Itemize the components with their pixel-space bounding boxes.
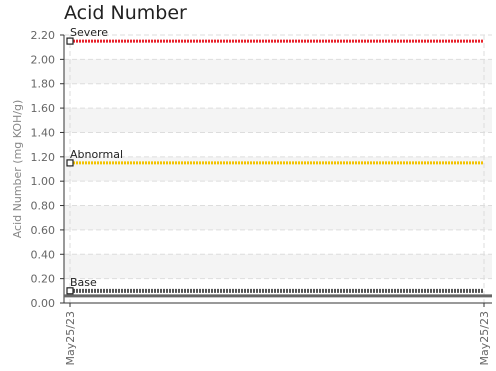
grid-band	[64, 254, 492, 279]
series-marker-base	[66, 287, 74, 295]
y-tick-label: 1.60	[31, 102, 56, 115]
series-marker-abnormal	[66, 159, 74, 167]
series-label-abnormal: Abnormal	[70, 148, 123, 161]
chart-title: Acid Number	[64, 2, 187, 24]
y-tick-label: 0.80	[31, 200, 56, 213]
series-label-severe: Severe	[70, 26, 108, 39]
y-tick-label: 1.40	[31, 126, 56, 139]
y-axis-title: Acid Number (mg KOH/g)	[11, 100, 24, 239]
y-tick-label: 2.20	[31, 29, 56, 42]
y-tick-label: 1.00	[31, 175, 56, 188]
y-tick-label: 1.80	[31, 78, 56, 91]
y-tick-label: 0.60	[31, 224, 56, 237]
y-tick-label: 0.00	[31, 297, 56, 310]
series-label-base: Base	[70, 276, 97, 289]
y-tick-label: 2.00	[31, 53, 56, 66]
y-tick-label: 0.40	[31, 248, 56, 261]
grid-band	[64, 205, 492, 230]
y-tick-label: 0.20	[31, 273, 56, 286]
x-tick-label: May25/23	[64, 311, 77, 365]
grid-band	[64, 108, 492, 133]
grid-band	[64, 59, 492, 84]
x-tick-label: May25/23	[478, 311, 491, 365]
series-marker-severe	[66, 37, 74, 45]
y-tick-label: 1.20	[31, 151, 56, 164]
grid-band	[64, 156, 492, 182]
